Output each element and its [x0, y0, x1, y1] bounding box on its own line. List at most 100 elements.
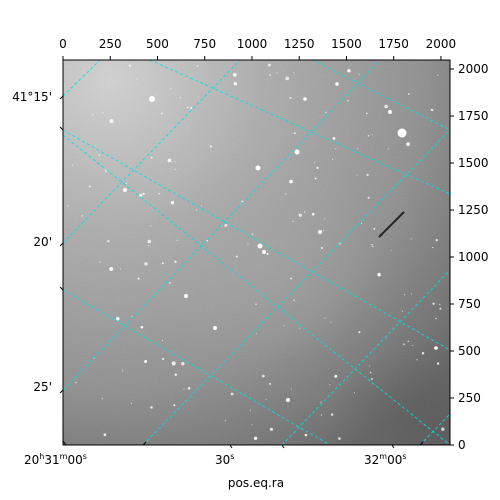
right-tick-label-0: 0	[458, 438, 466, 452]
star	[102, 112, 104, 114]
star	[139, 193, 143, 198]
star	[289, 96, 292, 99]
star	[262, 374, 265, 378]
bright-star	[294, 149, 300, 155]
star	[435, 317, 437, 320]
grid-line-3	[142, 129, 450, 445]
star	[403, 343, 405, 345]
star	[251, 424, 253, 426]
star	[373, 227, 376, 230]
star	[88, 185, 91, 188]
star	[367, 134, 370, 137]
star	[410, 293, 412, 295]
star	[150, 156, 153, 159]
world-tick-1	[59, 242, 64, 247]
bright-star	[388, 110, 392, 114]
star	[150, 406, 153, 409]
star	[161, 262, 164, 265]
star	[316, 166, 319, 170]
star	[247, 243, 249, 245]
star	[299, 327, 301, 329]
star	[147, 239, 152, 244]
world-tick-0	[59, 95, 64, 100]
top-tick-label-3: 750	[193, 37, 216, 51]
star	[221, 225, 223, 227]
star	[404, 294, 406, 296]
star	[356, 174, 358, 176]
star	[92, 114, 94, 116]
star	[150, 225, 152, 227]
right-tick-label-2: 500	[458, 344, 481, 358]
star	[368, 365, 370, 367]
svg-text:20h31m00s: 20h31m00s	[24, 452, 87, 467]
star	[130, 402, 132, 404]
bright-star	[303, 97, 307, 101]
star	[358, 331, 361, 334]
star	[200, 205, 203, 207]
svg-text:32m00s: 32m00s	[364, 452, 407, 467]
bright-star	[257, 243, 263, 249]
star	[233, 81, 238, 86]
world-tick-3	[59, 126, 64, 131]
plot-frame	[62, 59, 451, 446]
star	[125, 182, 127, 185]
star	[161, 112, 163, 115]
dec-tick-label-2: 25'	[33, 380, 52, 394]
star	[122, 370, 123, 372]
star	[170, 88, 172, 90]
world-tick-4	[59, 286, 64, 291]
star	[384, 104, 388, 109]
star	[206, 239, 208, 242]
top-tick-label-8: 2000	[426, 37, 457, 51]
star	[251, 233, 254, 235]
star	[276, 72, 278, 74]
star	[162, 339, 164, 342]
bright-star	[286, 398, 290, 402]
star	[71, 164, 73, 166]
star	[329, 384, 331, 386]
top-tick-label-0: 0	[59, 37, 67, 51]
top-tick-label-2: 500	[146, 37, 169, 51]
star	[290, 277, 292, 280]
top-tick-label-6: 1500	[331, 37, 362, 51]
star	[269, 427, 274, 431]
star	[372, 134, 374, 136]
star	[224, 224, 228, 227]
star	[109, 266, 114, 271]
star	[439, 307, 442, 310]
star	[144, 359, 148, 364]
world-tick-8	[281, 444, 285, 449]
world-tick-6	[142, 441, 147, 446]
star	[292, 220, 294, 222]
star	[107, 240, 110, 243]
star	[416, 359, 418, 361]
star	[196, 65, 199, 67]
star	[142, 192, 145, 195]
bright-star	[397, 128, 407, 138]
right-tick-label-1: 250	[458, 391, 481, 405]
star	[147, 244, 150, 247]
star	[372, 245, 374, 248]
star	[131, 315, 133, 318]
star	[407, 340, 410, 343]
star	[174, 260, 177, 263]
star	[226, 224, 228, 226]
bright-star	[184, 294, 188, 298]
star	[412, 344, 414, 346]
bright-star	[255, 165, 261, 171]
star	[98, 154, 100, 156]
star	[241, 200, 244, 203]
stars	[67, 63, 445, 440]
star	[338, 437, 341, 440]
world-tick-7	[229, 444, 233, 449]
star	[232, 72, 237, 77]
star	[432, 302, 435, 305]
star	[196, 209, 198, 211]
top-tick-label-4: 1000	[237, 37, 268, 51]
star	[67, 205, 69, 207]
star	[293, 299, 295, 301]
grid-line-5	[419, 413, 450, 445]
star	[321, 247, 323, 249]
right-pixel-axis: 0 250 500 750 1000 1250 1500 1750 2000	[450, 62, 489, 452]
